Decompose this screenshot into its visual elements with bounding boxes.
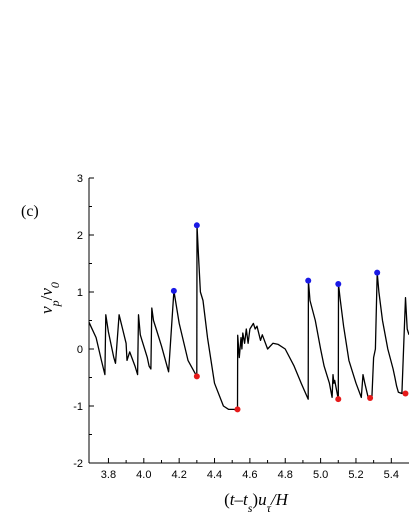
local-maximum-marker [170, 287, 177, 294]
x-tick-label: 4.6 [242, 469, 257, 481]
local-maximum-marker [193, 222, 200, 229]
local-minimum-marker [335, 396, 342, 403]
x-tick-label: 4.2 [172, 469, 187, 481]
y-tick-label: 0 [77, 344, 83, 356]
panel-label: (c) [21, 203, 39, 220]
y-tick-label: -2 [73, 458, 83, 470]
local-maximum-marker [305, 277, 312, 284]
axes: 3.8 4.0 4.2 4.4 4.6 4.8 5.0 5.2 5.4 -2 -1 0 1 2 3 [73, 173, 409, 481]
local-maximum-marker [335, 281, 342, 288]
y-axis-label: vp/v0 [37, 282, 62, 314]
x-tick-label: 3.8 [101, 469, 116, 481]
series-layer [88, 224, 409, 412]
y-tick-label: 1 [77, 287, 83, 299]
local-minimum-marker [367, 395, 374, 402]
plot-area: 3.8 4.0 4.2 4.4 4.6 4.8 5.0 5.2 5.4 -2 -1 0 1 2 3 [73, 173, 409, 481]
x-tick-label: 5.4 [384, 469, 399, 481]
y-tick-label: -1 [73, 401, 83, 413]
x-tick-label: 4.8 [278, 469, 293, 481]
local-maximum-marker [374, 269, 381, 276]
x-tick-label: 4.0 [136, 469, 151, 481]
x-ticks: 3.8 4.0 4.2 4.4 4.6 4.8 5.0 5.2 5.4 [101, 458, 399, 481]
x-tick-label: 5.0 [313, 469, 328, 481]
local-minimum-marker [402, 390, 409, 397]
y-tick-label: 3 [77, 173, 83, 185]
y-tick-label: 2 [77, 230, 83, 242]
markers-layer [170, 222, 409, 413]
x-tick-label: 5.2 [348, 469, 363, 481]
x-axis-label: (t–ts)uτ/H [224, 490, 290, 515]
local-minimum-marker [234, 406, 241, 413]
local-minimum-marker [193, 373, 200, 380]
x-tick-label: 4.4 [207, 469, 222, 481]
velocity-series-line [88, 224, 409, 412]
y-ticks: -2 -1 0 1 2 3 [73, 173, 94, 470]
